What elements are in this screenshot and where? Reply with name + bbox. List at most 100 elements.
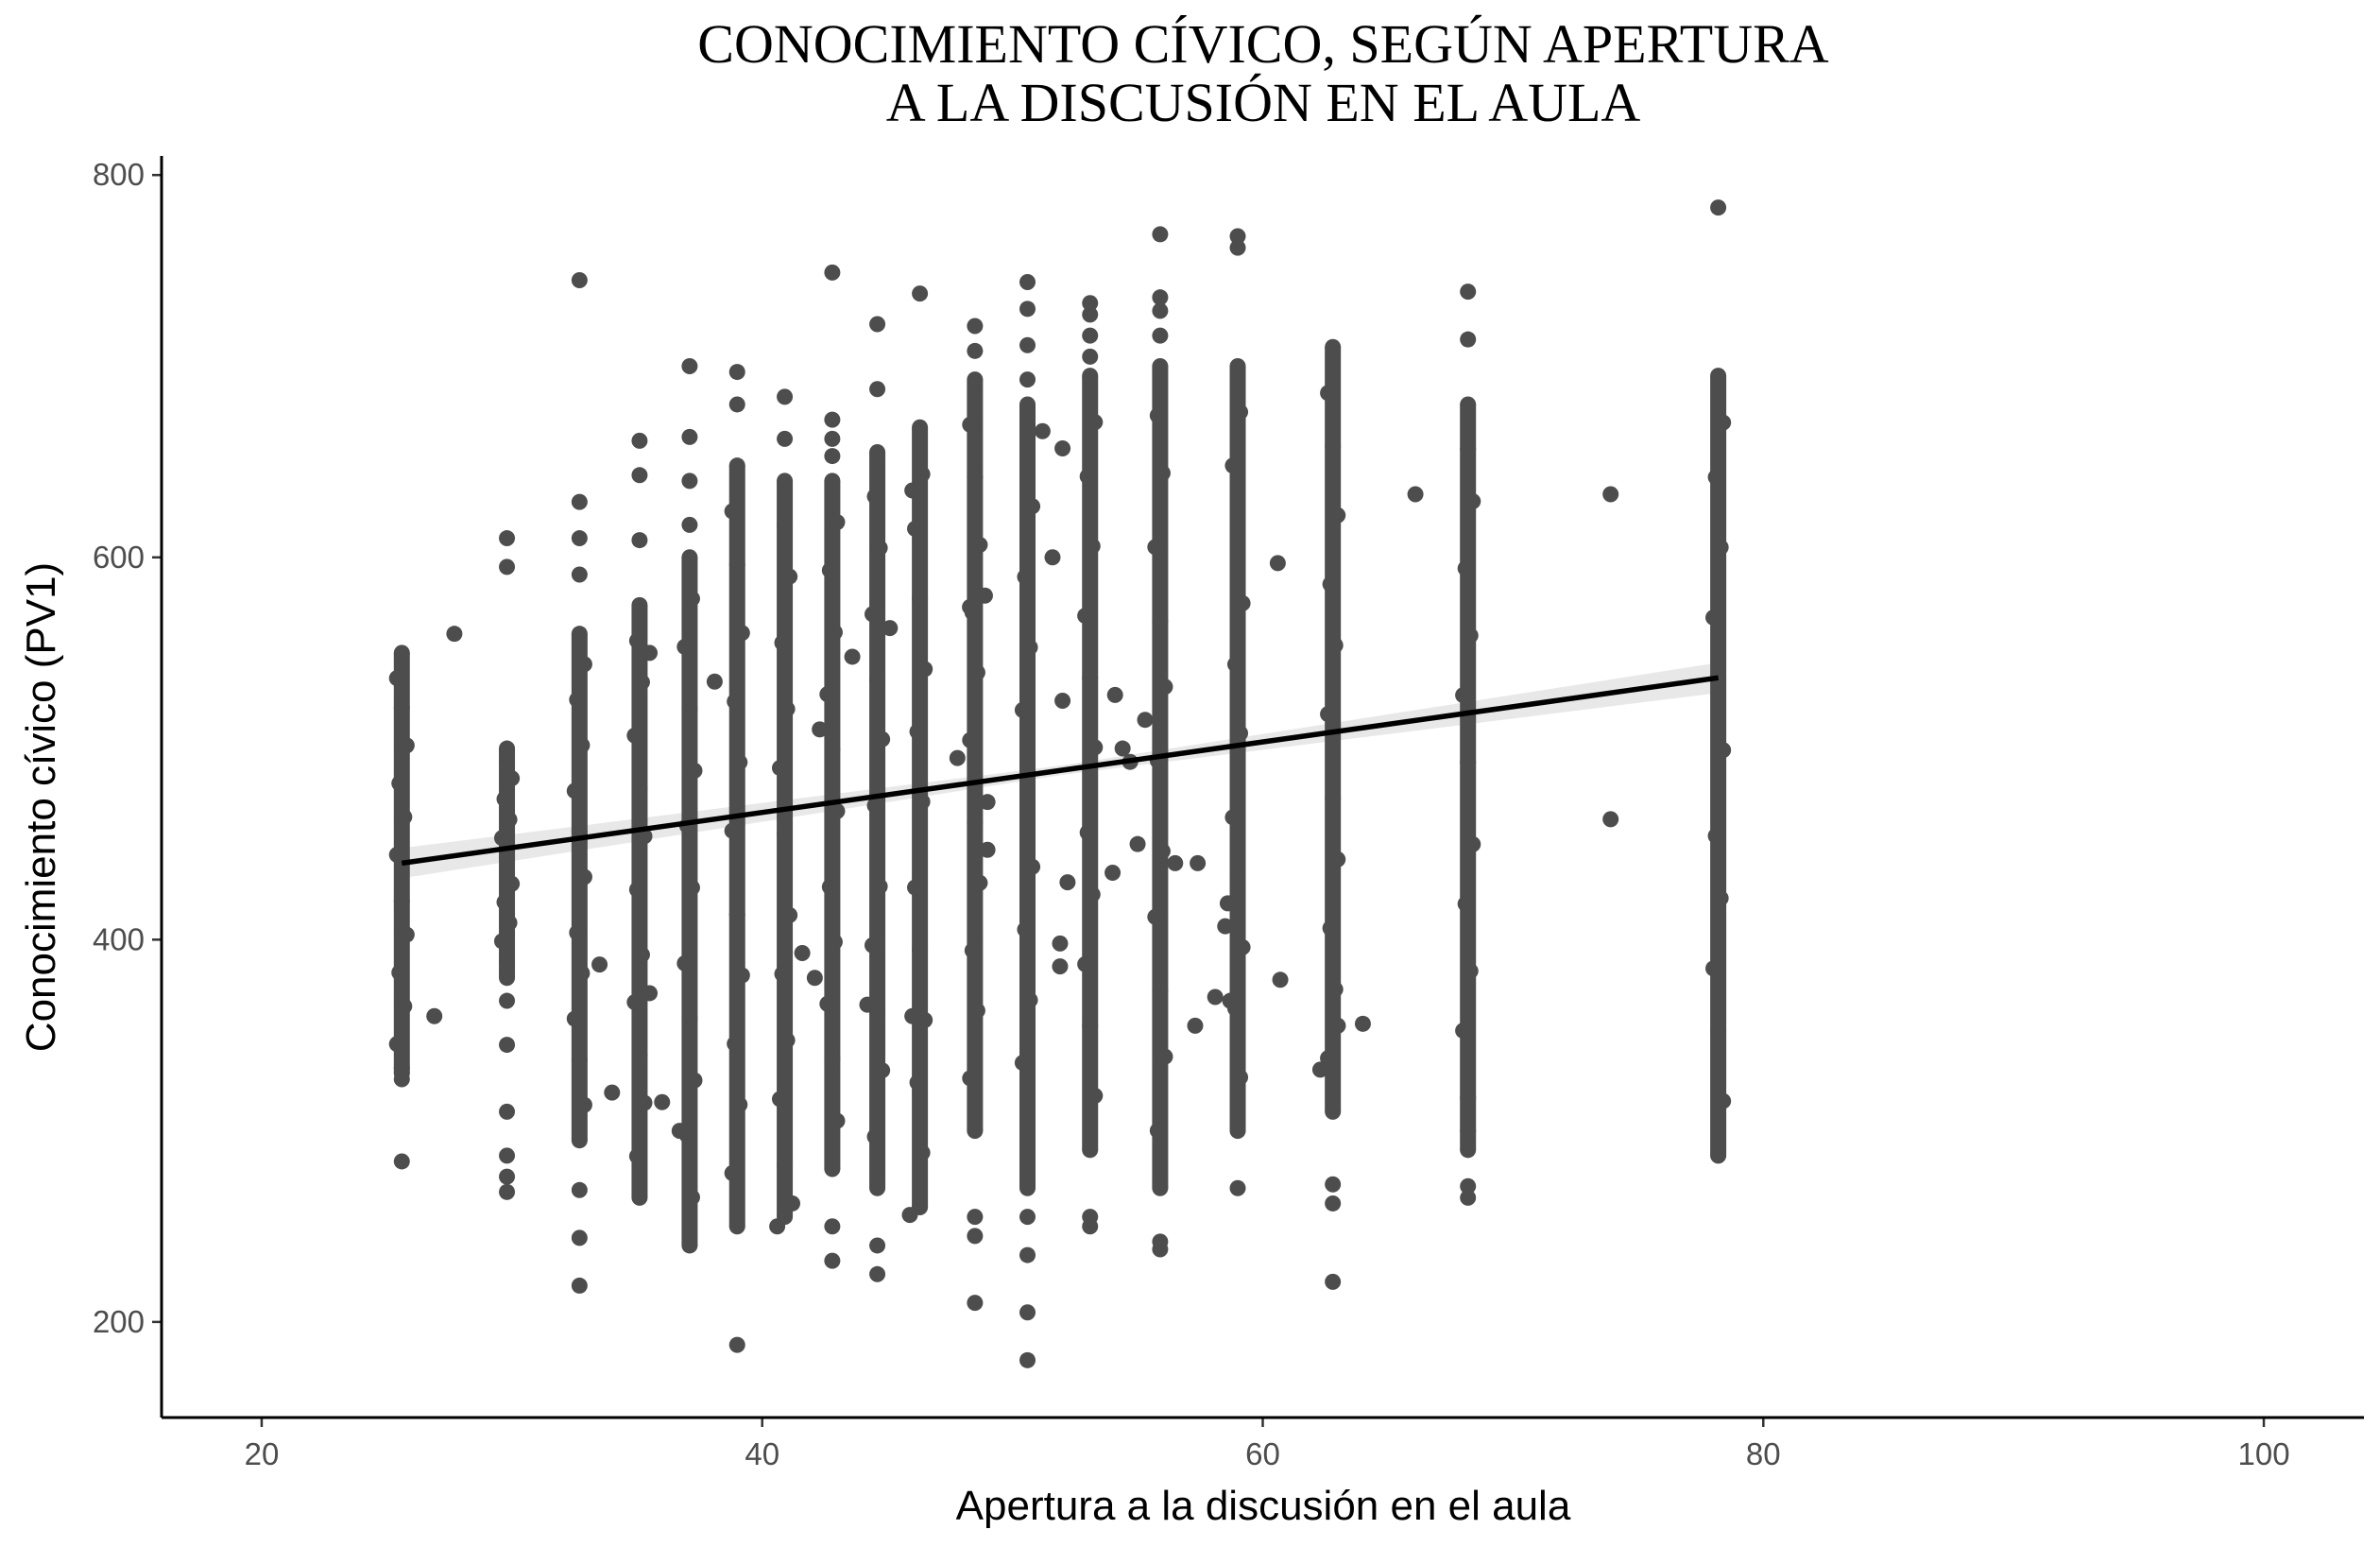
data-point (676, 954, 693, 971)
data-point (1715, 742, 1732, 759)
data-point (819, 995, 836, 1012)
data-point (1329, 507, 1346, 524)
data-point (1325, 790, 1342, 807)
data-point (1152, 302, 1169, 319)
data-point (824, 264, 841, 281)
data-point (1705, 960, 1722, 977)
point-column-body (912, 427, 929, 1208)
data-point (731, 1096, 748, 1113)
data-point (912, 419, 929, 436)
x-tick-label: 60 (1245, 1436, 1280, 1471)
data-point (1715, 414, 1732, 431)
data-point (1460, 1189, 1477, 1206)
data-point (962, 731, 979, 748)
data-point (784, 1195, 801, 1212)
data-point (769, 1218, 786, 1235)
data-point (962, 1070, 979, 1087)
data-point (1460, 440, 1477, 457)
data-point (566, 782, 583, 799)
data-point (1325, 1176, 1342, 1193)
data-point (1460, 1177, 1477, 1195)
data-point (1052, 935, 1069, 952)
data-point (1079, 468, 1096, 485)
data-point (907, 521, 924, 538)
data-point (393, 1153, 410, 1170)
data-point (571, 1181, 588, 1198)
data-point (728, 906, 745, 923)
data-point (859, 996, 876, 1013)
data-point (777, 388, 794, 405)
data-point (1325, 438, 1342, 455)
data-point (575, 1096, 592, 1113)
data-point (493, 830, 510, 847)
data-point (967, 342, 984, 359)
data-point (1707, 469, 1724, 486)
data-point (499, 1147, 516, 1164)
data-point (574, 737, 591, 754)
data-point (1019, 371, 1036, 388)
trend-line (401, 675, 1719, 867)
data-point (1147, 539, 1164, 556)
data-point (1087, 1087, 1104, 1104)
data-point (777, 430, 794, 447)
y-tick-label: 600 (93, 540, 145, 575)
data-point (1021, 639, 1038, 656)
data-point (499, 1168, 516, 1185)
data-point (962, 598, 979, 615)
y-tick-label: 200 (93, 1304, 145, 1339)
data-point (1325, 338, 1342, 355)
data-point (901, 1207, 918, 1224)
data-point (1167, 854, 1184, 871)
x-tick-label: 20 (245, 1436, 280, 1471)
data-point (1154, 465, 1171, 482)
data-point (1460, 284, 1477, 301)
data-point (631, 467, 648, 484)
data-point (907, 879, 924, 896)
data-point (1019, 336, 1036, 353)
data-point (681, 358, 698, 374)
data-point (869, 1237, 886, 1254)
data-point (914, 1144, 931, 1161)
data-point (874, 731, 891, 748)
data-point (1462, 962, 1479, 979)
data-point (391, 775, 408, 792)
data-point (1152, 983, 1169, 1000)
data-point (499, 851, 516, 868)
data-point (628, 632, 645, 649)
data-point (1017, 568, 1034, 585)
data-point (1077, 955, 1094, 972)
data-point (1014, 1055, 1031, 1072)
data-point (1019, 301, 1036, 318)
data-point (779, 1032, 796, 1049)
data-point (777, 473, 794, 490)
data-point (916, 661, 933, 678)
data-point (1104, 865, 1122, 882)
data-point (1311, 1061, 1328, 1078)
data-point (1044, 549, 1061, 566)
data-point (566, 1010, 583, 1027)
data-point (967, 1228, 984, 1245)
data-point (1325, 1103, 1342, 1120)
data-point (501, 811, 518, 828)
data-point (869, 672, 886, 689)
data-point (1054, 439, 1071, 456)
data-point (824, 741, 841, 758)
data-point (794, 944, 811, 961)
data-point (829, 514, 846, 531)
data-point (864, 937, 881, 954)
data-point (1229, 526, 1246, 542)
data-point (1017, 921, 1034, 938)
data-point (824, 1160, 841, 1177)
data-point (1234, 938, 1251, 955)
data-point (1229, 358, 1246, 374)
data-point (1460, 1090, 1477, 1107)
data-point (1207, 988, 1224, 1006)
data-point (681, 516, 698, 533)
data-point (1152, 1179, 1169, 1196)
data-point (1226, 656, 1243, 673)
data-point (446, 626, 463, 643)
data-point (1082, 348, 1099, 365)
chart-title-line-2: A LA DISCUSIÓN EN EL AULA (886, 72, 1641, 133)
y-tick-label: 400 (93, 921, 145, 956)
data-point (628, 881, 645, 898)
